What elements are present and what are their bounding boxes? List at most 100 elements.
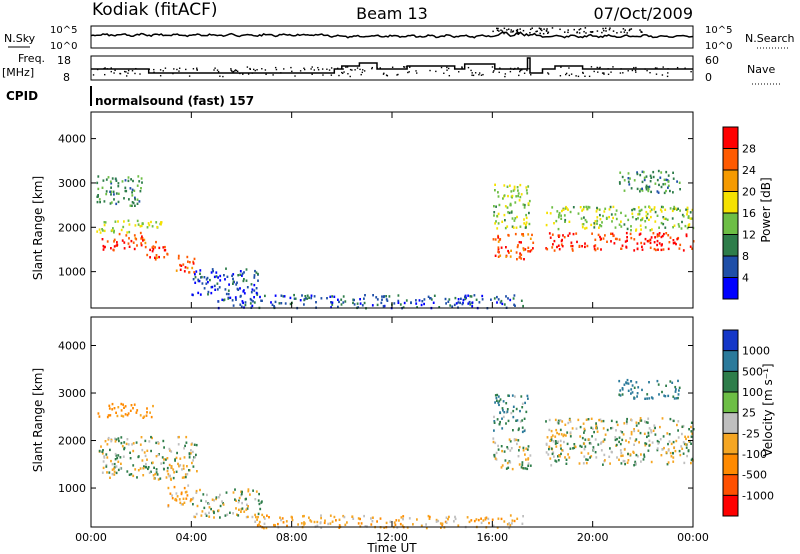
scatter-cell (149, 411, 151, 414)
noise-dot (492, 30, 494, 33)
scatter-cell (580, 217, 583, 220)
noise-dot (510, 31, 512, 33)
scatter-cell (335, 519, 337, 522)
scatter-cell (179, 464, 182, 467)
scatter-cell (216, 282, 219, 285)
scatter-cell (649, 246, 652, 249)
scatter-cell (548, 232, 551, 235)
scatter-cell (122, 415, 125, 418)
scatter-cell (497, 248, 500, 251)
scatter-cell (137, 455, 140, 458)
scatter-cell (246, 507, 249, 510)
noise-dot (583, 30, 585, 33)
scatter-cell (170, 450, 173, 453)
scatter-cell (183, 501, 186, 504)
scatter-cell (130, 404, 133, 407)
scatter-cell (512, 189, 515, 192)
scatter-cell (363, 514, 365, 518)
scatter-cell (191, 266, 194, 270)
scatter-cell (550, 447, 553, 450)
scatter-cell (167, 486, 170, 490)
nave-dot (504, 73, 507, 75)
scatter-cell (634, 439, 637, 443)
scatter-cell (352, 517, 355, 520)
nave-dot (321, 68, 324, 70)
scatter-cell (151, 436, 153, 440)
scatter-cell (186, 266, 189, 270)
scatter-cell (669, 380, 672, 383)
scatter-cell (657, 442, 660, 445)
scatter-cell (428, 515, 431, 519)
scatter-cell (643, 178, 646, 182)
scatter-cell (663, 394, 666, 397)
noise-dot (589, 31, 592, 33)
noise-dot (623, 31, 626, 33)
scatter-cell (154, 258, 157, 261)
nave-dots (92, 66, 692, 78)
scatter-cell (666, 432, 669, 435)
nave-dot (313, 69, 315, 71)
scatter-cell (96, 230, 99, 233)
nave-dot (471, 74, 473, 76)
scatter-cell (672, 226, 674, 229)
noise-right-tick-top: 10^5 (705, 25, 732, 36)
scatter-cell (682, 452, 685, 455)
scatter-cell (568, 232, 571, 235)
scatter-cell (590, 223, 593, 227)
scatter-cell (151, 225, 154, 228)
scatter-cell (111, 463, 114, 466)
scatter-cell (136, 244, 138, 247)
scatter-cell (203, 506, 206, 510)
scatter-cell (662, 248, 665, 251)
nave-dot (492, 71, 494, 73)
scatter-cell (644, 205, 647, 209)
scatter-cell (648, 218, 650, 221)
power-frame (90, 111, 694, 309)
scatter-cell (99, 231, 102, 234)
scatter-cell (101, 450, 104, 453)
scatter-cell (109, 448, 111, 452)
scatter-cell (214, 288, 217, 291)
scatter-cell (497, 401, 500, 404)
scatter-cell (370, 523, 373, 526)
scatter-cell (671, 217, 674, 220)
nave-dot (359, 68, 361, 71)
scatter-cell (508, 438, 511, 441)
scatter-cell (592, 448, 595, 451)
scatter-cell (654, 426, 656, 430)
scatter-cell (520, 257, 523, 260)
scatter-cell (556, 245, 558, 249)
scatter-cell (352, 301, 354, 305)
scatter-cell (495, 396, 498, 400)
scatter-cell (136, 198, 139, 201)
scatter-cell (251, 515, 254, 519)
scatter-cell (600, 237, 602, 240)
scatter-cell (493, 297, 496, 300)
scatter-cell (616, 437, 618, 441)
scatter-cell (596, 219, 599, 223)
scatter-cell (478, 301, 481, 304)
nave-tick-top: 60 (705, 54, 719, 67)
scatter-cell (521, 430, 524, 434)
noise-dot (609, 27, 611, 29)
colorbar-tick-label: 1000 (742, 345, 770, 358)
scatter-cell (680, 227, 683, 230)
nave-dot (598, 67, 600, 69)
scatter-cell (285, 520, 288, 523)
scatter-cell (520, 193, 523, 196)
scatter-cell (140, 224, 143, 228)
scatter-cell (630, 419, 633, 422)
scatter-cell (560, 447, 562, 450)
scatter-cell (580, 445, 583, 448)
scatter-cell (599, 218, 602, 221)
noise-dot (567, 31, 569, 34)
scatter-cell (585, 461, 588, 465)
scatter-cell (676, 237, 679, 241)
scatter-cell (361, 304, 364, 307)
scatter-cell (552, 451, 555, 454)
scatter-cell (225, 267, 227, 270)
scatter-cell (601, 221, 603, 224)
scatter-cell (639, 209, 642, 213)
scatter-cell (99, 200, 101, 204)
